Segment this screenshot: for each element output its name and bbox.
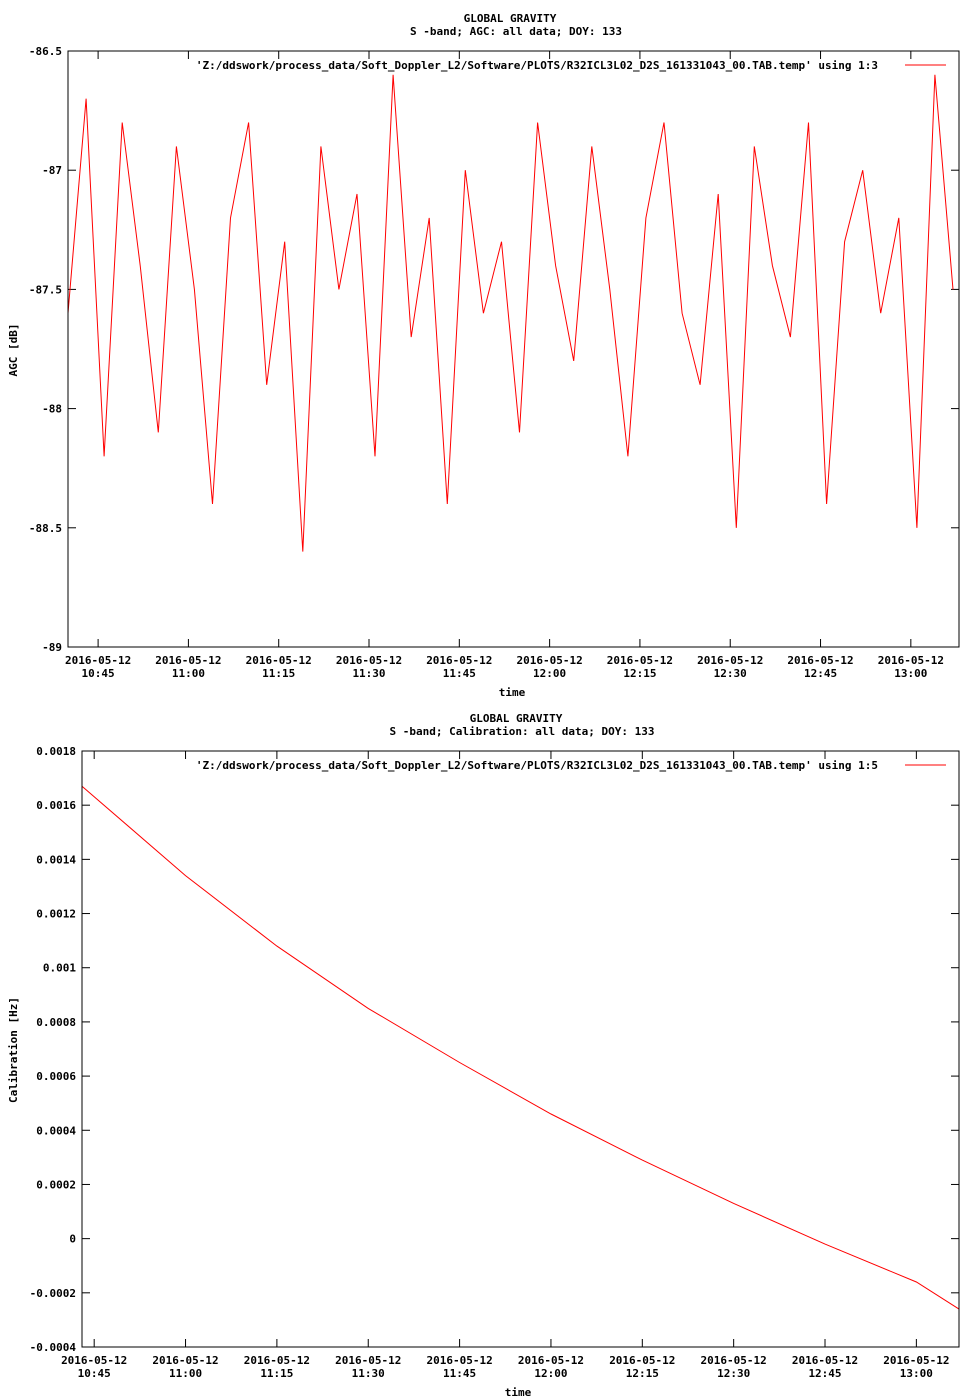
y-tick-label: 0.001 <box>43 962 76 975</box>
x-tick-label-time: 11:45 <box>443 667 476 680</box>
x-tick-label-time: 12:00 <box>533 667 566 680</box>
series-line <box>67 74 954 552</box>
legend-label: 'Z:/ddswork/process_data/Soft_Doppler_L2… <box>196 759 878 772</box>
x-tick-label-date: 2016-05-12 <box>518 1354 584 1367</box>
x-tick-label-time: 12:30 <box>717 1367 750 1380</box>
x-tick-label-time: 12:15 <box>626 1367 659 1380</box>
y-tick-label: -0.0004 <box>30 1341 77 1354</box>
agc-chart: GLOBAL GRAVITY S -band; AGC: all data; D… <box>7 12 960 699</box>
y-tick-label: 0 <box>69 1233 76 1246</box>
chart-title: GLOBAL GRAVITY <box>470 712 563 725</box>
series-line <box>81 785 960 1310</box>
x-tick-label-time: 13:00 <box>900 1367 933 1380</box>
x-tick-label-time: 12:45 <box>804 667 837 680</box>
y-tick-label: 0.0018 <box>36 745 76 758</box>
y-tick-label: 0.0014 <box>36 853 76 866</box>
x-tick-label-date: 2016-05-12 <box>883 1354 949 1367</box>
y-tick-label: -87 <box>42 164 62 177</box>
x-tick-label-date: 2016-05-12 <box>246 654 312 667</box>
y-tick-label: 0.0006 <box>36 1070 76 1083</box>
x-tick-label-date: 2016-05-12 <box>155 654 221 667</box>
x-tick-label-date: 2016-05-12 <box>65 654 131 667</box>
x-tick-label-time: 12:45 <box>808 1367 841 1380</box>
x-tick-label-date: 2016-05-12 <box>152 1354 218 1367</box>
y-tick-label: 0.0008 <box>36 1016 76 1029</box>
y-tick-label: 0.0002 <box>36 1178 76 1191</box>
x-tick-label-date: 2016-05-12 <box>609 1354 675 1367</box>
y-tick-label: -89 <box>42 641 62 654</box>
y-tick-label: -88 <box>42 403 62 416</box>
x-tick-label-time: 10:45 <box>82 667 115 680</box>
series-group <box>81 785 960 1310</box>
x-tick-label-time: 12:30 <box>714 667 747 680</box>
y-tick-label: -88.5 <box>29 522 62 535</box>
x-tick-label-time: 11:15 <box>262 667 295 680</box>
axis-ticks: 0.0018 0.0016 0.0014 0.0012 0.001 0.0008 0.000… <box>30 745 959 1380</box>
x-tick-label-date: 2016-05-12 <box>878 654 944 667</box>
x-tick-label-time: 13:00 <box>894 667 927 680</box>
x-axis-label: time <box>499 686 526 699</box>
x-tick-label-time: 10:45 <box>78 1367 111 1380</box>
y-tick-label: -86.5 <box>29 45 62 58</box>
x-tick-label-time: 12:00 <box>534 1367 567 1380</box>
y-axis-label: AGC [dB] <box>7 324 20 377</box>
x-tick-label-date: 2016-05-12 <box>244 1354 310 1367</box>
y-tick-label: 0.0012 <box>36 908 76 921</box>
x-tick-label-date: 2016-05-12 <box>792 1354 858 1367</box>
chart-subtitle: S -band; AGC: all data; DOY: 133 <box>410 25 622 38</box>
x-tick-label-time: 11:15 <box>260 1367 293 1380</box>
plot-frame <box>81 750 960 1348</box>
x-tick-label-date: 2016-05-12 <box>787 654 853 667</box>
x-tick-label-date: 2016-05-12 <box>336 654 402 667</box>
plot-frame <box>67 50 960 648</box>
x-tick-label-date: 2016-05-12 <box>517 654 583 667</box>
x-tick-label-date: 2016-05-12 <box>607 654 673 667</box>
x-tick-label-date: 2016-05-12 <box>701 1354 767 1367</box>
x-tick-label-time: 11:00 <box>172 667 205 680</box>
x-tick-label-date: 2016-05-12 <box>335 1354 401 1367</box>
chart-subtitle: S -band; Calibration: all data; DOY: 133 <box>390 725 655 738</box>
series-group <box>67 74 954 552</box>
calibration-chart: GLOBAL GRAVITY S -band; Calibration: all… <box>7 712 960 1399</box>
x-tick-label-time: 11:30 <box>352 1367 385 1380</box>
x-tick-label-date: 2016-05-12 <box>426 1354 492 1367</box>
y-tick-label: -87.5 <box>29 283 62 296</box>
y-tick-label: 0.0016 <box>36 799 76 812</box>
x-tick-label-date: 2016-05-12 <box>697 654 763 667</box>
axis-ticks: -86.5-87-87.5-88-88.5-892016-05-1210:452… <box>29 45 959 680</box>
x-tick-label-date: 2016-05-12 <box>61 1354 127 1367</box>
x-tick-label-time: 11:00 <box>169 1367 202 1380</box>
x-tick-label-time: 11:45 <box>443 1367 476 1380</box>
y-tick-label: 0.0004 <box>36 1124 76 1137</box>
x-tick-label-time: 12:15 <box>623 667 656 680</box>
x-tick-label-time: 11:30 <box>352 667 385 680</box>
x-axis-label: time <box>505 1386 532 1399</box>
y-tick-label: -0.0002 <box>30 1287 76 1300</box>
y-axis-label: Calibration [Hz] <box>7 997 20 1103</box>
chart-title: GLOBAL GRAVITY <box>464 12 557 25</box>
x-tick-label-date: 2016-05-12 <box>426 654 492 667</box>
legend-label: 'Z:/ddswork/process_data/Soft_Doppler_L2… <box>196 59 878 72</box>
